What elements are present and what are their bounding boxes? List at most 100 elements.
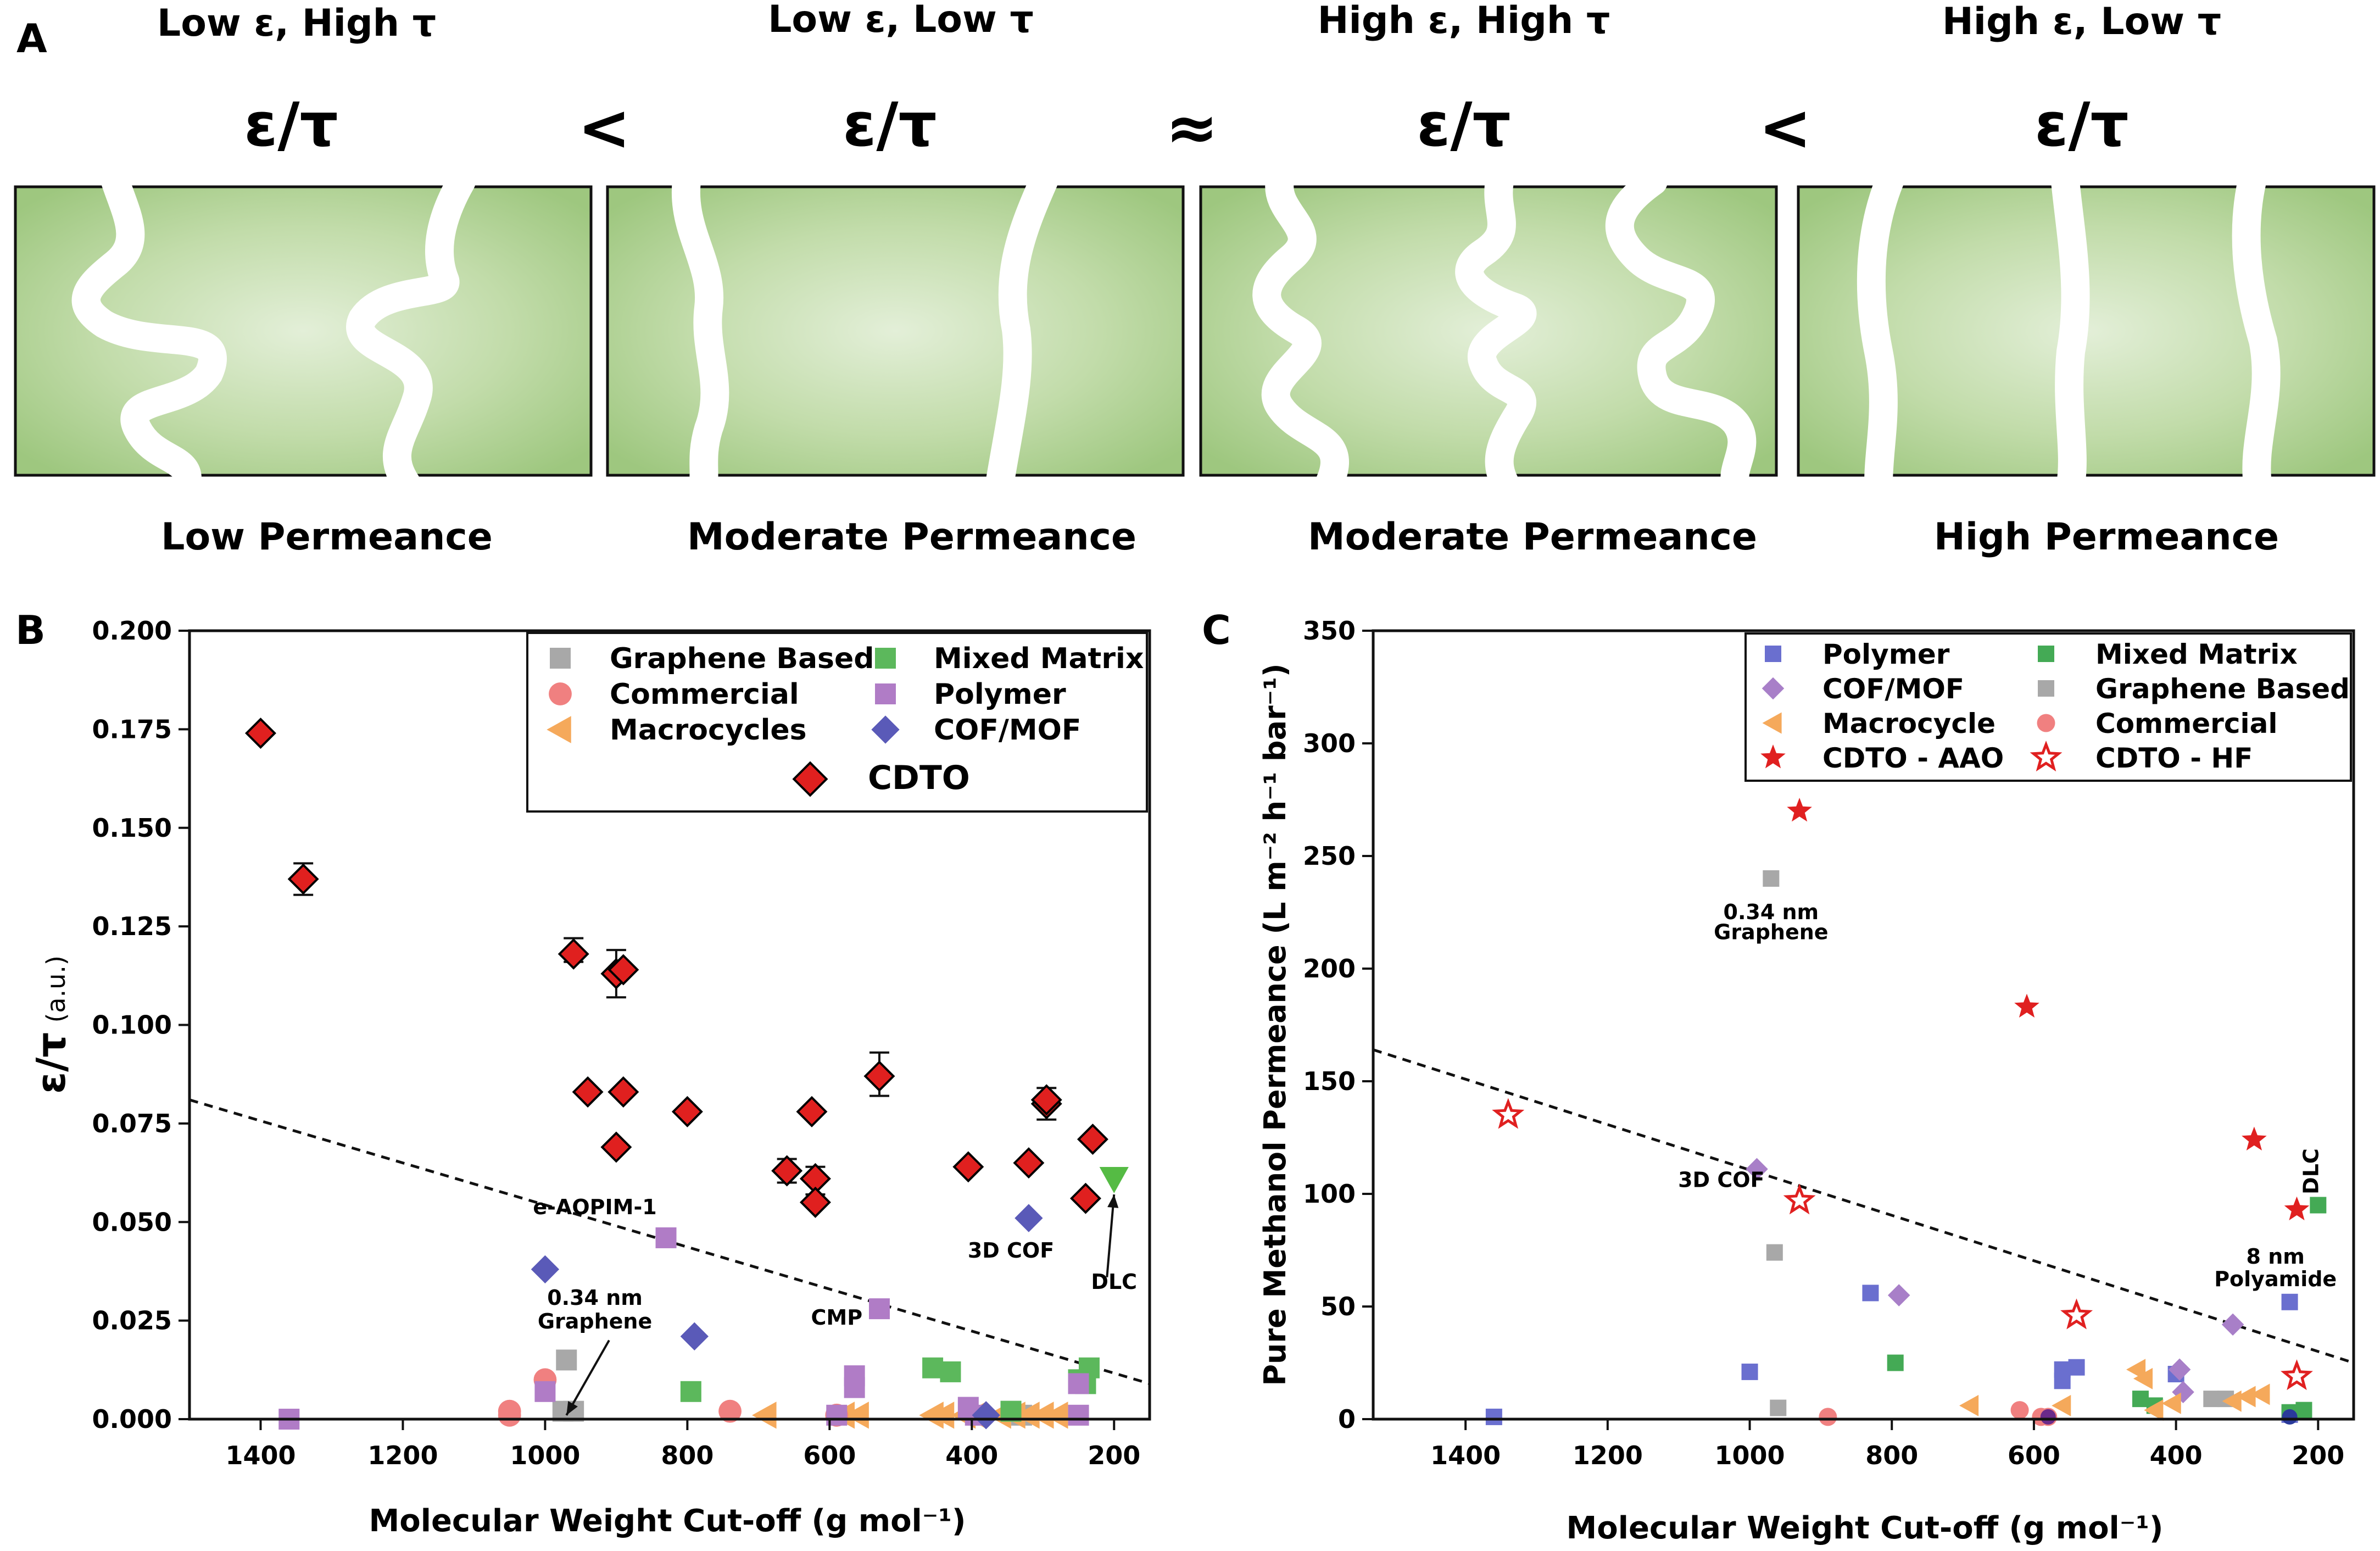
x-tick-label: 600 — [803, 1441, 856, 1470]
data-point-polymer — [1862, 1285, 1879, 1302]
plot-frame-c — [1372, 629, 2355, 1421]
data-point-polymer — [868, 1298, 890, 1320]
y-tick-label: 0.175 — [92, 714, 172, 744]
legend-label-cof-mof: COF/MOF — [1822, 673, 1964, 705]
legend-marker-polymer — [875, 683, 896, 704]
legend-label-polymer: Polymer — [934, 678, 1066, 711]
legend-label-commercial: Commercial — [610, 678, 799, 711]
data-point-macrocycle — [1959, 1394, 1979, 1416]
annotation-label: 3D COF — [968, 1238, 1054, 1263]
data-point-cdto-aao — [2284, 1196, 2310, 1221]
y-tick-label: 200 — [1303, 954, 1356, 983]
annotation-arrow — [565, 1339, 610, 1416]
legend-marker-cof-mof — [1762, 677, 1785, 700]
pore-channel — [2232, 167, 2281, 498]
y-tick-label: 0.150 — [92, 813, 172, 843]
data-point-dlc — [1099, 1167, 1129, 1193]
data-point-macrocycle — [2250, 1383, 2270, 1405]
legend-marker-macrocycle — [1762, 712, 1782, 734]
annotation-label: 0.34 nm — [547, 1286, 643, 1310]
pore-channel — [71, 167, 227, 498]
panel-a: A Low ε, High τ Low ε, Low τ High ε, Hig… — [14, 0, 2376, 559]
annotation-label: DLC — [2299, 1148, 2323, 1194]
legend-marker-commercial — [2037, 714, 2055, 732]
data-point-commercial — [718, 1399, 742, 1423]
data-point-cdto — [799, 1186, 831, 1218]
annotation-label: Polyamide — [2214, 1267, 2337, 1291]
x-tick-label: 200 — [1088, 1441, 1140, 1470]
legend-label-commercial: Commercial — [2095, 708, 2277, 740]
result-label-1: Low Permeance — [161, 515, 493, 559]
membrane-2 — [606, 167, 1185, 498]
legend-label-cof-mof: COF/MOF — [934, 714, 1081, 747]
data-point-mixed-matrix — [922, 1357, 944, 1378]
panel-c-chart: C 1400 1200 1000 800 600 400 200 0 50 100 150 200 25… — [1202, 607, 2355, 1546]
data-point-cdto — [600, 1131, 632, 1163]
legend-label-cdto: CDTO — [868, 759, 970, 797]
data-point — [2282, 1409, 2298, 1425]
data-point-cdto — [671, 1096, 703, 1127]
data-point-cdto-hf — [1783, 1183, 1816, 1215]
pore-channel — [1455, 167, 1537, 498]
annotation-label: 0.34 nm — [1724, 900, 1819, 924]
annotation-label: CMP — [811, 1305, 863, 1330]
data-point-mixed-matrix — [940, 1361, 961, 1382]
legend-label-mixed-matrix: Mixed Matrix — [934, 642, 1144, 675]
data-point-cof-mof — [972, 1401, 1000, 1430]
comparator-1: < — [578, 91, 631, 165]
y-tick-label: 250 — [1303, 841, 1356, 871]
legend-marker-cdto-hf — [2030, 740, 2063, 772]
membrane-4 — [1797, 167, 2376, 498]
data-point-cof-mof — [1746, 1158, 1768, 1181]
data-point-cdto-aao — [1787, 798, 1812, 822]
data-point-cdto — [607, 954, 639, 986]
result-label-4: High Permeance — [1934, 515, 2279, 559]
x-tick-label: 600 — [2008, 1441, 2060, 1470]
x-tick-label: 1400 — [1430, 1441, 1501, 1470]
data-point-mixed-matrix — [2295, 1402, 2312, 1419]
y-tick-label: 0.200 — [92, 616, 172, 646]
y-tick-label: 50 — [1320, 1292, 1356, 1321]
data-point-polymer — [844, 1365, 865, 1387]
data-point — [2040, 1409, 2056, 1425]
data-point-macrocycle — [2144, 1399, 2164, 1421]
data-point-cdto-hf — [2281, 1359, 2313, 1391]
data-point-cdto — [287, 863, 319, 895]
data-point-macrocycle — [2236, 1386, 2256, 1408]
legend-marker-cof-mof — [871, 715, 900, 744]
data-point-cof-mof — [1887, 1284, 1910, 1307]
data-point-macrocycle — [2133, 1367, 2153, 1389]
data-point-cdto — [1069, 1182, 1101, 1214]
data-point-mixed-matrix — [1887, 1354, 1904, 1371]
data-point-cof-mof — [531, 1255, 560, 1283]
data-point-cdto — [1077, 1124, 1108, 1155]
data-point-macrocycle — [2161, 1392, 2181, 1414]
data-point-polymer — [1068, 1404, 1089, 1426]
data-point-mixed-matrix — [680, 1381, 701, 1402]
result-label-2: Moderate Permeance — [687, 515, 1136, 559]
panel-c-letter: C — [1202, 607, 1231, 653]
data-point-cdto-hf — [2060, 1298, 2093, 1330]
data-point-cof-mof — [2168, 1358, 2191, 1381]
x-axis-label-c: Molecular Weight Cut-off (g mol⁻¹) — [1567, 1510, 2164, 1546]
x-tick-label: 1400 — [225, 1441, 296, 1470]
data-point-polymer — [534, 1381, 556, 1402]
ratio-label-2: ε/τ — [843, 90, 937, 160]
panel-a-letter: A — [16, 15, 47, 62]
y-tick-label: 0.125 — [92, 911, 172, 941]
data-point-graphene-based — [2203, 1391, 2220, 1408]
pore-channel — [346, 167, 476, 498]
annotation-label: 3D COF — [1678, 1168, 1764, 1192]
data-point-cdto — [771, 1155, 803, 1187]
legend-label-cdto-aao: CDTO - AAO — [1822, 742, 2004, 774]
pore-channel — [1252, 167, 1349, 498]
x-tick-label: 800 — [1865, 1441, 1918, 1470]
legend-label-graphene-based: Graphene Based — [610, 642, 874, 675]
data-point-cdto — [1030, 1084, 1062, 1116]
y-tick-label: 0.000 — [92, 1404, 172, 1434]
legend-marker-cdto-aao — [1760, 744, 1786, 769]
pore-channel — [2051, 167, 2090, 498]
pore-channel — [1605, 167, 1757, 498]
panel-b-chart: B 1400 1200 1000 800 600 400 200 0.000 0.025 0.05… — [15, 607, 1151, 1539]
data-point-cof-mof — [1015, 1204, 1043, 1232]
